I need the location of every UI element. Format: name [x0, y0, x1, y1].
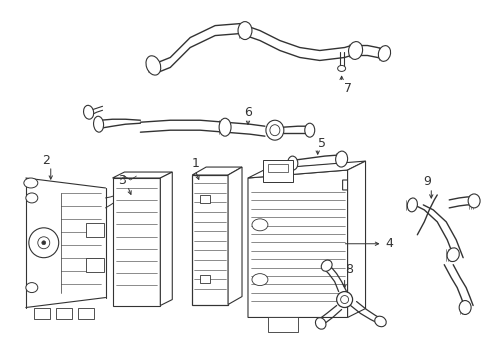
Bar	[200, 195, 210, 203]
Ellipse shape	[252, 219, 268, 231]
Ellipse shape	[252, 274, 268, 285]
Ellipse shape	[341, 296, 348, 303]
Polygon shape	[248, 161, 366, 178]
Polygon shape	[113, 172, 172, 178]
Polygon shape	[192, 175, 228, 305]
Bar	[200, 275, 210, 283]
Bar	[77, 307, 94, 319]
Ellipse shape	[26, 283, 38, 293]
Ellipse shape	[26, 193, 38, 203]
Ellipse shape	[24, 178, 38, 188]
Ellipse shape	[270, 125, 280, 136]
Text: 8: 8	[345, 263, 354, 276]
Ellipse shape	[321, 260, 332, 271]
Text: 9: 9	[423, 175, 431, 189]
Bar	[268, 318, 298, 332]
Ellipse shape	[94, 116, 103, 132]
Ellipse shape	[447, 248, 459, 262]
Ellipse shape	[38, 237, 50, 249]
Polygon shape	[192, 167, 242, 175]
Text: 3: 3	[119, 174, 126, 186]
Ellipse shape	[348, 42, 363, 59]
Ellipse shape	[407, 198, 417, 212]
Ellipse shape	[238, 22, 252, 40]
Ellipse shape	[146, 56, 161, 75]
Ellipse shape	[338, 66, 345, 71]
Polygon shape	[113, 178, 160, 306]
Ellipse shape	[336, 151, 347, 167]
Ellipse shape	[266, 120, 284, 140]
Text: 5: 5	[318, 137, 326, 150]
Text: 6: 6	[244, 106, 252, 119]
Ellipse shape	[288, 156, 298, 170]
Text: 7: 7	[343, 82, 352, 95]
Polygon shape	[347, 161, 366, 318]
Ellipse shape	[316, 318, 326, 329]
Polygon shape	[160, 172, 172, 306]
Ellipse shape	[375, 316, 386, 327]
Bar	[56, 307, 72, 319]
Text: 4: 4	[386, 237, 393, 250]
Bar	[34, 307, 50, 319]
Ellipse shape	[29, 228, 59, 258]
Text: 1: 1	[191, 157, 199, 170]
Bar	[263, 160, 293, 182]
Ellipse shape	[468, 194, 480, 208]
Ellipse shape	[459, 301, 471, 315]
Ellipse shape	[378, 46, 391, 61]
Ellipse shape	[219, 118, 231, 136]
Ellipse shape	[337, 292, 353, 307]
Polygon shape	[228, 167, 242, 305]
Ellipse shape	[42, 241, 46, 245]
Text: 2: 2	[42, 154, 49, 167]
Bar	[268, 164, 288, 172]
Polygon shape	[248, 170, 347, 318]
Bar	[86, 258, 103, 272]
Bar	[86, 223, 103, 237]
Ellipse shape	[305, 123, 315, 137]
Ellipse shape	[84, 105, 94, 119]
